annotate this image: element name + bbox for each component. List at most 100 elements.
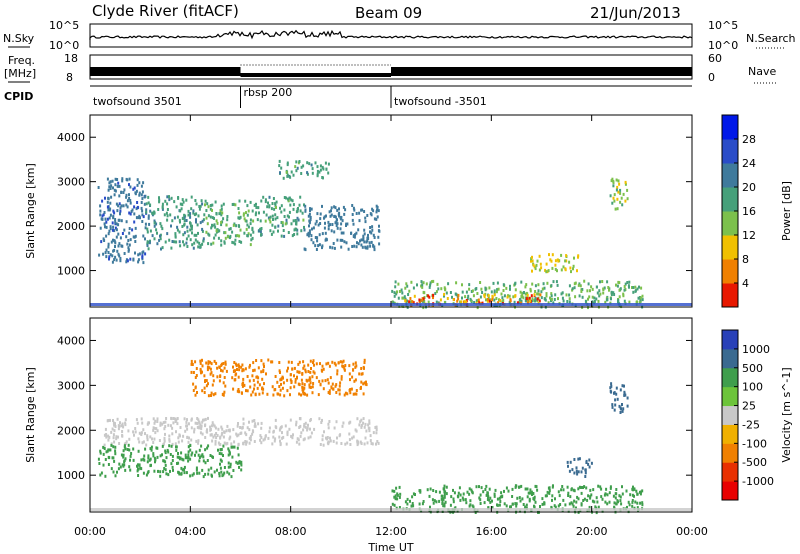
data-cell	[475, 485, 478, 489]
data-cell	[354, 233, 357, 237]
data-cell	[295, 210, 298, 214]
data-cell	[127, 239, 130, 242]
data-cell	[213, 223, 216, 227]
data-cell	[275, 200, 278, 204]
data-cell	[161, 453, 163, 457]
data-cell	[194, 360, 197, 364]
data-cell	[231, 445, 234, 449]
data-cell	[279, 442, 282, 446]
data-cell	[124, 457, 127, 461]
data-cell	[109, 207, 112, 211]
data-cell	[152, 428, 155, 432]
data-cell	[98, 462, 101, 465]
data-cell	[217, 441, 220, 445]
data-cell	[297, 362, 300, 366]
data-cell	[568, 284, 571, 288]
data-cell	[587, 494, 590, 498]
data-cell	[149, 203, 152, 207]
data-cell	[249, 233, 252, 237]
data-cell	[122, 204, 125, 208]
data-cell	[182, 216, 185, 220]
data-cell	[115, 435, 118, 439]
data-cell	[163, 213, 166, 217]
data-cell	[191, 224, 193, 228]
data-cell	[444, 287, 447, 291]
data-cell	[262, 210, 265, 214]
colorbar-swatch	[722, 348, 738, 369]
data-cell	[326, 437, 329, 441]
data-cell	[134, 251, 136, 255]
data-cell	[570, 270, 572, 274]
data-cell	[542, 282, 545, 286]
data-cell	[243, 217, 246, 221]
data-cell	[401, 296, 404, 300]
data-cell	[364, 216, 367, 220]
data-cell	[361, 245, 364, 249]
data-cell	[232, 202, 235, 206]
data-cell	[580, 290, 583, 293]
data-cell	[362, 417, 365, 421]
data-cell	[186, 225, 189, 229]
data-cell	[457, 293, 460, 297]
data-cell	[443, 493, 446, 497]
data-cell	[303, 424, 306, 428]
data-cell	[265, 213, 268, 217]
data-region	[566, 457, 593, 478]
data-cell	[167, 450, 170, 454]
data-cell	[278, 369, 281, 373]
data-cell	[522, 296, 525, 300]
data-cell	[304, 208, 307, 212]
data-cell	[352, 392, 355, 396]
data-cell	[178, 218, 181, 222]
data-cell	[160, 224, 163, 228]
data-cell	[128, 448, 131, 452]
data-cell	[377, 209, 380, 213]
data-cell	[268, 195, 271, 199]
data-cell	[453, 491, 456, 495]
data-cell	[308, 162, 311, 166]
data-cell	[117, 181, 120, 185]
data-cell	[112, 209, 115, 213]
data-cell	[619, 188, 622, 192]
data-cell	[321, 434, 324, 438]
data-cell	[528, 499, 531, 503]
data-cell	[639, 490, 641, 494]
data-cell	[438, 490, 441, 494]
data-cell	[321, 364, 324, 368]
data-cell	[313, 371, 316, 375]
data-cell	[160, 247, 162, 251]
data-cell	[309, 207, 311, 211]
data-cell	[100, 217, 103, 221]
data-cell	[476, 306, 479, 310]
y-tick-label: 3000	[57, 379, 85, 392]
data-cell	[257, 366, 260, 370]
data-cell	[372, 431, 375, 435]
data-cell	[345, 222, 348, 226]
nsky-top-tick: 10^5	[49, 19, 79, 32]
data-cell	[140, 458, 143, 462]
data-cell	[276, 380, 279, 384]
data-cell	[404, 299, 407, 303]
data-cell	[406, 502, 409, 506]
data-cell	[236, 389, 239, 393]
data-cell	[435, 500, 438, 504]
data-cell	[373, 248, 376, 252]
data-cell	[141, 421, 144, 425]
data-cell	[598, 294, 601, 298]
data-cell	[567, 464, 569, 468]
data-cell	[228, 227, 231, 231]
data-cell	[162, 470, 165, 474]
data-cell	[340, 442, 343, 445]
data-cell	[185, 237, 188, 241]
data-cell	[471, 491, 474, 495]
data-cell	[292, 219, 295, 223]
data-cell	[183, 471, 186, 475]
cpid-segment-label: rbsp 200	[244, 86, 293, 99]
data-cell	[527, 491, 530, 495]
data-cell	[181, 439, 184, 443]
data-cell	[166, 232, 169, 236]
data-cell	[265, 372, 267, 376]
data-cell	[185, 241, 188, 245]
data-cell	[132, 447, 135, 451]
